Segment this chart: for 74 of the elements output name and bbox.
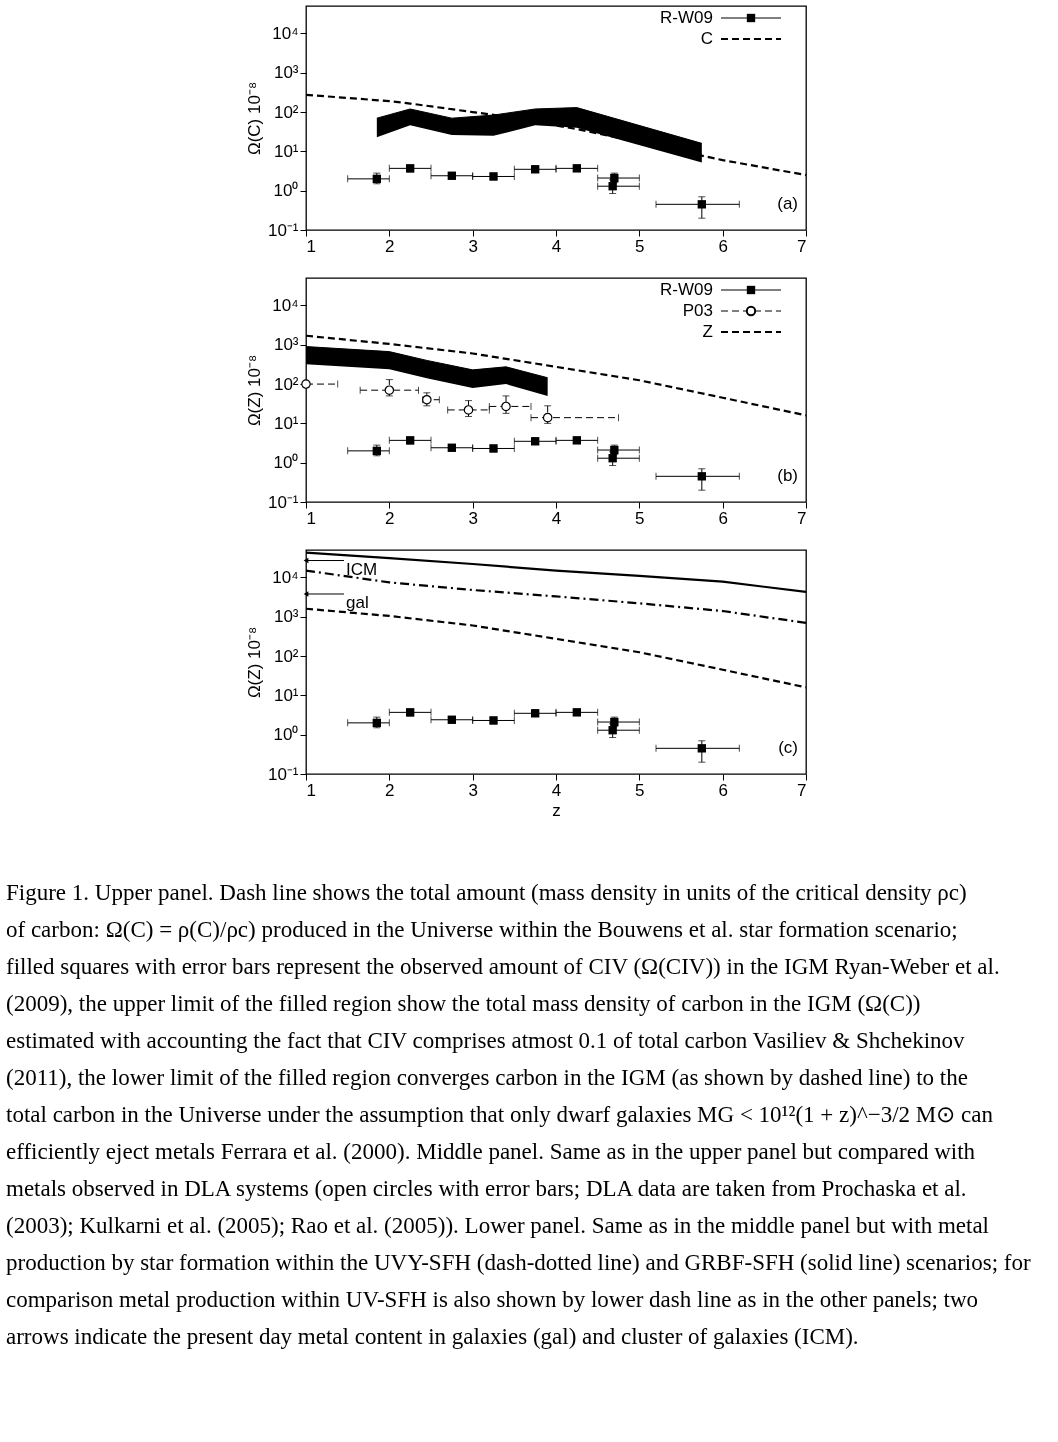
x-tick-label: 1 [306,780,316,800]
point [542,412,553,423]
y-tick-label: 10⁰ [273,725,299,745]
legend-label: C [700,29,713,48]
y-tick-label: 10³ [273,63,299,83]
y-axis-title: Ω(Z) 10⁻⁸ [244,354,264,427]
annotation: gal [346,592,369,612]
y-tick-label: 10⁻¹ [267,492,299,512]
y-tick-label: 10³ [273,607,299,627]
y-tick-label: 10¹ [273,141,299,161]
x-tick-label: 4 [551,236,562,256]
point [463,405,474,415]
point [608,726,617,735]
point [384,385,395,395]
y-tick-label: 10⁻¹ [267,220,299,240]
y-tick-label: 10² [273,102,299,122]
x-tick-label: 2 [385,236,395,256]
x-tick-label: 7 [797,236,807,256]
x-tick-label: 1 [306,508,316,528]
legend-label: R-W09 [660,8,713,27]
point [572,164,582,173]
x-tick-label: 7 [797,780,807,800]
y-tick-label: 10¹ [273,413,299,433]
point [447,443,457,452]
y-tick-label: 10⁴ [272,295,299,315]
point [697,200,707,209]
annotation: (b) [777,466,798,485]
x-tick-label: 5 [635,780,645,800]
annotation: ICM [346,559,378,579]
x-tick-label: 1 [306,236,316,256]
x-axis-title: z [552,800,561,820]
y-tick-label: 10² [273,374,299,394]
point [447,171,457,180]
point [530,709,540,718]
annotation: (c) [778,738,798,757]
x-tick-label: 2 [385,780,395,800]
x-tick-label: 6 [718,508,728,528]
point [572,708,582,717]
x-tick-label: 6 [718,780,728,800]
point [572,436,582,445]
text: Figure 1. Upper panel. Dash line shows the total amount (mass density in units of the critical density ρc) of carbon: Ω(C) = ρ(C)/ρc) produced in the Universe within the Bouwens et al. star formation scenario; filled squares with error bars represent the observed amount of CIV (Ω(CIV)) in the IGM Ryan-Weber et al. (2009), the upper limit of the filled region show the total mass density of carbon in the IGM (Ω(C)) estimated with accounting the fact that CIV comprises atmost 0.1 of total carbon Vasiliev & Shchekinov (2011), the lower limit of the filled region converges carbon in the IGM (as shown by dashed line) to the total carbon in the Universe under the assumption that only dwarf galaxies MG < 10¹²(1 + z)^−3/2 M⊙ can efficiently eject metals Ferrara et al. (2000). Middle panel. Same as in the upper panel but compared with metals observed in DLA systems (open circles with error bars; DLA data are taken from Prochaska et al. (2003); Kulkarni et al. (2005); Rao et al. (2005)). Lower panel. Same as in the middle panel but with metal production by star formation within the UVY-SFH (dash-dotted line) and GRBF-SFH (solid line) scenarios; for comparison metal production within UV-SFH is also shown by lower dash line as in the other panels; two arrows indicate the present day metal content in galaxies (gal) and cluster of galaxies (ICM). [6,880,1031,1349]
x-tick-label: 4 [551,508,562,528]
point [501,401,511,412]
x-tick-label: 2 [385,508,395,528]
x-tick-label: 4 [551,780,562,800]
point [301,379,311,389]
point [530,165,540,174]
x-tick-label: 5 [635,508,645,528]
legend-label: Z [702,322,713,341]
x-tick-label: 7 [797,508,807,528]
y-tick-label: 10³ [273,335,299,355]
point [608,182,617,191]
y-tick-label: 10⁴ [272,567,299,587]
point [608,454,617,463]
point [530,437,540,446]
legend-label: P03 [682,301,713,320]
legend-label: R-W09 [660,280,713,299]
point [697,472,707,481]
y-axis-title: Ω(C) 10⁻⁸ [244,81,264,156]
point [447,715,457,724]
y-tick-label: 10⁴ [272,23,299,43]
x-tick-label: 5 [635,236,645,256]
y-tick-label: 10² [273,646,299,666]
y-tick-label: 10¹ [273,685,299,705]
x-tick-label: 3 [468,236,478,256]
y-tick-label: 10⁰ [273,181,299,201]
x-tick-label: 3 [468,780,478,800]
x-tick-label: 3 [468,508,478,528]
y-tick-label: 10⁻¹ [267,764,299,784]
point [697,744,707,753]
y-tick-label: 10⁰ [273,453,299,473]
x-tick-label: 6 [718,236,728,256]
annotation: (a) [777,194,798,213]
y-axis-title: Ω(Z) 10⁻⁸ [244,626,264,699]
